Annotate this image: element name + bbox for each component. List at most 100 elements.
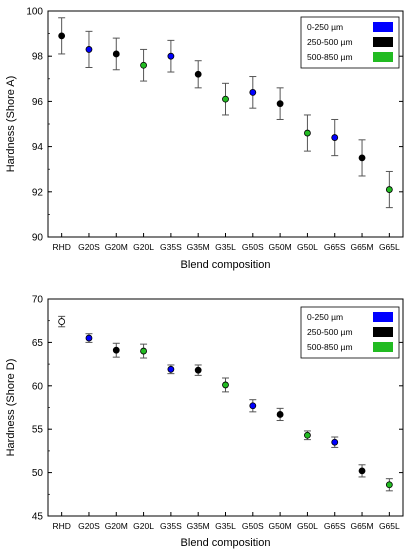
data-point-G20M — [112, 37, 120, 71]
marker — [194, 70, 202, 78]
y-tick-label: 90 — [32, 233, 44, 244]
marker — [304, 129, 311, 137]
data-point-G50S — [249, 76, 257, 109]
y-axis-label: Hardness (Shore D) — [5, 359, 17, 457]
chart-1: 90 92 94 96 98 100 RHD G20S G20M G20L G35S G35M G35L… — [5, 7, 404, 271]
x-tick-label: RHD — [52, 521, 70, 531]
x-tick-label: G20M — [105, 242, 128, 252]
y-tick-label: 70 — [32, 295, 44, 306]
x-tick-label: G20S — [78, 521, 100, 531]
marker — [358, 467, 366, 475]
data-point-G65S — [331, 436, 339, 448]
data-point-G20S — [85, 30, 93, 68]
x-tick-label: G50L — [297, 242, 318, 252]
marker — [276, 411, 284, 418]
marker — [276, 100, 284, 108]
y-tick-label: 60 — [32, 381, 44, 392]
legend-swatch — [373, 342, 393, 352]
data-point-RHD — [58, 17, 66, 55]
x-tick-label: G65L — [379, 242, 400, 252]
data-point-G50M — [276, 87, 284, 120]
x-tick-label: G35S — [160, 521, 182, 531]
data-point-G65L — [385, 478, 393, 492]
marker — [85, 334, 93, 342]
x-tick-label: G20L — [133, 521, 154, 531]
marker — [385, 481, 393, 489]
y-tick-label: 100 — [26, 7, 43, 18]
y-tick-label: 45 — [32, 512, 44, 523]
legend-swatch — [373, 22, 393, 32]
legend-label: 0-250 µm — [307, 22, 343, 32]
data-point-G35M — [194, 60, 202, 89]
marker — [58, 318, 66, 325]
x-tick-label: G50S — [242, 242, 264, 252]
x-tick-label: G65S — [324, 521, 346, 531]
data-point-G35L — [222, 82, 229, 116]
marker — [140, 61, 147, 69]
x-tick-label: G50M — [269, 521, 292, 531]
x-axis-label: Blend composition — [181, 537, 271, 549]
marker — [222, 381, 229, 389]
x-tick-label: G50L — [297, 521, 318, 531]
data-point-G65M — [358, 464, 366, 478]
y-tick-label: 65 — [32, 338, 44, 349]
data-point-G35L — [222, 377, 229, 393]
data-point-G35S — [167, 39, 175, 73]
x-tick-label: G35L — [215, 521, 236, 531]
data-point-G35S — [167, 364, 175, 375]
y-tick-label: 50 — [32, 468, 44, 479]
y-tick-label: 92 — [32, 187, 44, 198]
chart-2: 45 50 55 60 65 70 RHD G20S G20M G20L G35S G35M G35L G… — [5, 295, 404, 549]
x-tick-label: G20M — [105, 521, 128, 531]
legend-label: 500-850 µm — [307, 52, 353, 62]
marker — [385, 186, 393, 193]
marker — [358, 154, 366, 162]
data-point-G50M — [276, 407, 284, 422]
legend-swatch — [373, 312, 393, 322]
legend-label: 0-250 µm — [307, 312, 343, 322]
x-tick-label: G35L — [215, 242, 236, 252]
marker — [58, 32, 66, 40]
y-tick-label: 55 — [32, 425, 44, 436]
y-tick-label: 96 — [32, 97, 44, 108]
marker — [331, 134, 339, 141]
data-point-G20L — [140, 343, 148, 359]
data-point-G65M — [358, 139, 366, 177]
x-tick-label: G35M — [187, 521, 210, 531]
marker — [112, 50, 120, 58]
legend-label: 250-500 µm — [307, 327, 353, 337]
x-tick-label: G65L — [379, 521, 400, 531]
data-point-G50L — [303, 114, 311, 152]
x-tick-label: G50M — [269, 242, 292, 252]
marker — [167, 52, 175, 60]
x-tick-label: RHD — [52, 242, 70, 252]
marker — [304, 431, 311, 439]
y-tick-label: 98 — [32, 52, 44, 63]
marker — [194, 366, 202, 374]
data-point-G50S — [249, 399, 257, 413]
data-point-RHD — [58, 315, 66, 328]
marker — [140, 347, 147, 355]
marker — [249, 88, 257, 96]
data-point-G50L — [303, 430, 311, 441]
data-point-G20L — [140, 48, 148, 82]
x-tick-label: G35S — [160, 242, 182, 252]
x-tick-label: G20L — [133, 242, 154, 252]
marker — [167, 365, 175, 373]
x-tick-label: G65S — [324, 242, 346, 252]
data-point-G35M — [194, 364, 202, 376]
x-tick-label: G50S — [242, 521, 264, 531]
x-tick-label: G65M — [350, 521, 373, 531]
x-tick-label: G20S — [78, 242, 100, 252]
y-tick-label: 94 — [32, 142, 44, 153]
x-axis-label: Blend composition — [181, 259, 271, 271]
legend-label: 500-850 µm — [307, 342, 353, 352]
marker — [112, 346, 120, 354]
legend-swatch — [373, 52, 393, 62]
x-tick-label: G35M — [187, 242, 210, 252]
data-point-G20M — [112, 342, 120, 358]
y-axis-label: Hardness (Shore A) — [5, 76, 17, 173]
data-point-G20S — [85, 333, 93, 343]
legend-swatch — [373, 327, 393, 337]
